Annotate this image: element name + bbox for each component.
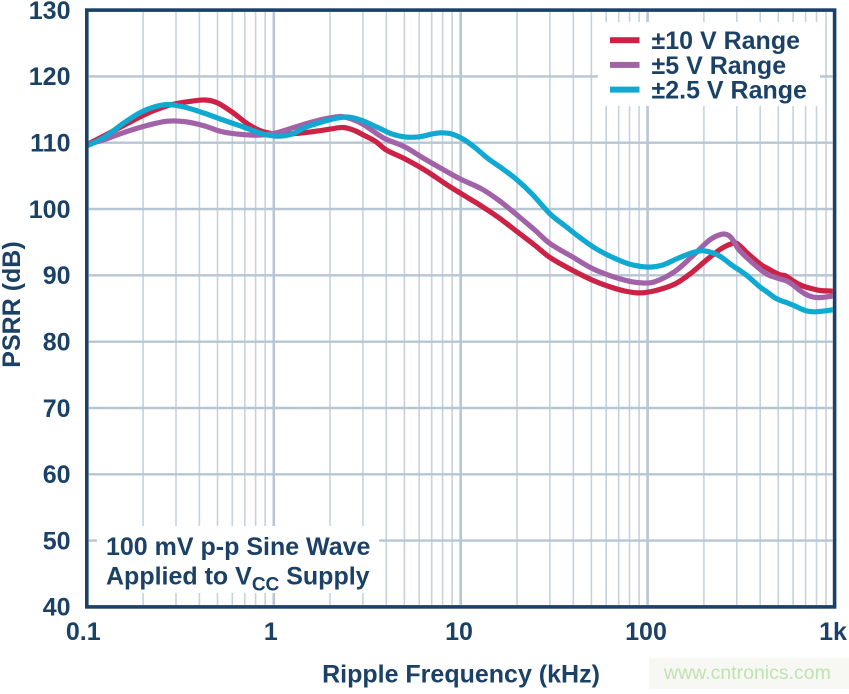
svg-text:40: 40	[43, 594, 71, 622]
svg-text:PSRR (dB): PSRR (dB)	[0, 241, 26, 367]
svg-text:www.cntronics.com: www.cntronics.com	[663, 662, 831, 684]
svg-text:130: 130	[29, 0, 71, 25]
svg-text:±2.5 V Range: ±2.5 V Range	[652, 77, 808, 105]
svg-text:1: 1	[264, 618, 278, 646]
svg-text:60: 60	[43, 461, 71, 489]
svg-text:120: 120	[29, 63, 71, 91]
svg-text:1k: 1k	[819, 618, 847, 646]
svg-text:50: 50	[43, 527, 71, 555]
svg-text:±10 V Range: ±10 V Range	[652, 27, 801, 55]
svg-text:90: 90	[43, 262, 71, 290]
svg-text:Ripple Frequency (kHz): Ripple Frequency (kHz)	[322, 661, 600, 689]
svg-text:±5 V Range: ±5 V Range	[652, 52, 787, 80]
svg-text:0.1: 0.1	[66, 618, 101, 646]
svg-text:10: 10	[445, 618, 473, 646]
svg-text:100 mV p-p Sine Wave: 100 mV p-p Sine Wave	[106, 533, 371, 561]
svg-text:70: 70	[43, 395, 71, 423]
svg-text:80: 80	[43, 329, 71, 357]
svg-text:100: 100	[29, 196, 71, 224]
svg-text:110: 110	[30, 130, 70, 158]
svg-text:100: 100	[625, 618, 667, 646]
svg-text:Applied to VCC Supply: Applied to VCC Supply	[106, 563, 370, 596]
